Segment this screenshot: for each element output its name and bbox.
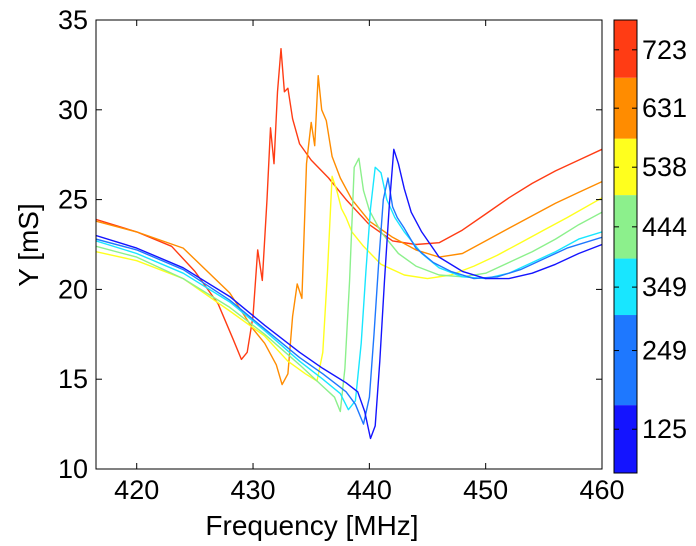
- series-line-4: [96, 157, 602, 413]
- y-tick-label: 25: [58, 185, 88, 215]
- y-tick-label: 10: [58, 454, 88, 484]
- colorbar-band-3: [614, 258, 637, 316]
- y-tick-label: 30: [58, 95, 88, 125]
- y-tick-label: 20: [58, 274, 88, 304]
- plot-frame: [95, 19, 603, 470]
- colorbar-band-2: [614, 315, 637, 406]
- x-tick-label: 450: [463, 475, 508, 505]
- colorbar: 125 249 349 444 538 631 723: [613, 19, 687, 474]
- colorbar-tick-label: 444: [642, 212, 687, 242]
- colorbar-tick-label: 125: [642, 414, 687, 444]
- colorbar-band-7: [614, 20, 637, 78]
- series-line-3: [96, 175, 602, 382]
- colorbar-tick-label: 249: [642, 336, 687, 366]
- y-axis: 10 15 20 25 30 35: [58, 5, 602, 484]
- series-line-2: [96, 74, 602, 386]
- colorbar-tick-label: 631: [642, 93, 687, 123]
- colorbar-band-4: [614, 195, 637, 259]
- x-axis: 420 430 440 450 460: [114, 20, 625, 505]
- colorbar-tick-label: 538: [642, 152, 687, 182]
- y-tick-label: 35: [58, 5, 88, 35]
- colorbar-frame: [613, 19, 638, 474]
- x-axis-label: Frequency [MHz]: [205, 510, 418, 541]
- colorbar-band-6: [614, 77, 637, 139]
- colorbar-band-5: [614, 138, 637, 196]
- x-tick-label: 440: [347, 475, 392, 505]
- colorbar-tick-label: 349: [642, 272, 687, 302]
- series-line-6: [96, 177, 602, 425]
- series-layer: [96, 48, 602, 440]
- x-tick-label: 460: [579, 475, 624, 505]
- y-axis-label: Y [mS]: [13, 203, 44, 287]
- x-tick-label: 420: [114, 475, 159, 505]
- y-tick-label: 15: [58, 364, 88, 394]
- series-line-1: [96, 48, 602, 361]
- colorbar-band-1: [614, 405, 637, 473]
- series-line-7: [96, 148, 602, 440]
- x-tick-label: 430: [231, 475, 276, 505]
- colorbar-tick-label: 723: [642, 35, 687, 65]
